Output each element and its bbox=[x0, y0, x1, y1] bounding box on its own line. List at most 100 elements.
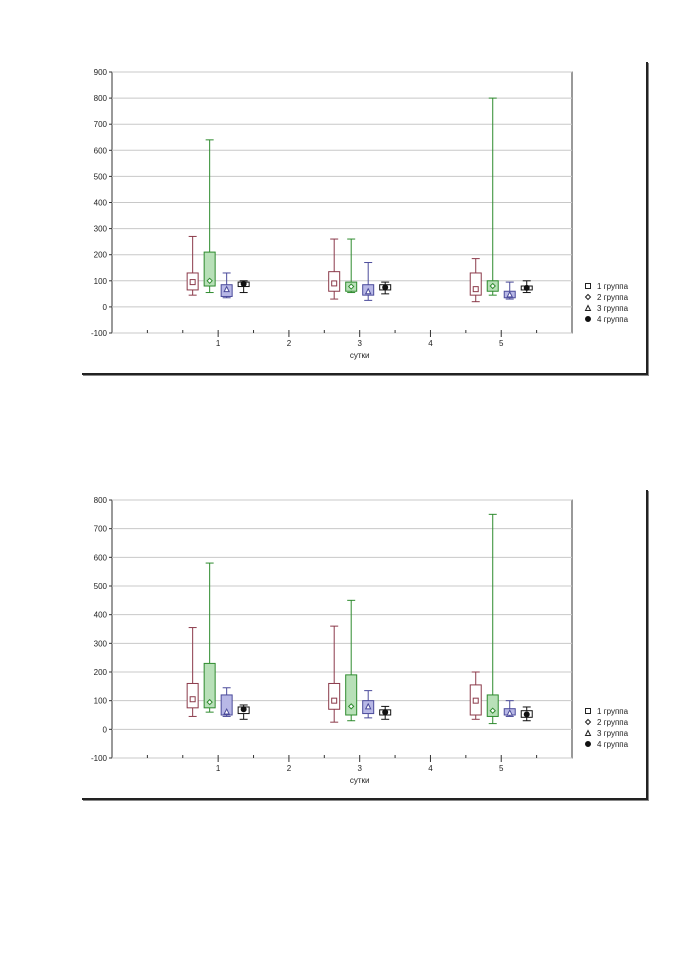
chart-2-x-tick-label: 1 bbox=[216, 764, 221, 773]
median-marker-square bbox=[189, 696, 196, 703]
chart-1-box-1-x5 bbox=[469, 258, 482, 303]
chart-2-box-4-x1 bbox=[237, 704, 250, 720]
chart-1-svg: -100 0 100 200 300 400 500 600 700 800 900 1 2 3 4 5 сут… bbox=[91, 68, 629, 360]
legend-label: 2 группа bbox=[597, 718, 629, 727]
median-marker-square bbox=[585, 708, 591, 714]
chart-1-y-tick-label: 0 bbox=[103, 303, 108, 312]
median-marker-circle bbox=[523, 711, 530, 718]
chart-1-box-1-x3 bbox=[328, 238, 341, 300]
chart-2-box-2-x1 bbox=[203, 562, 216, 713]
median-marker-circle bbox=[382, 709, 389, 716]
legend-label: 2 группа bbox=[597, 293, 629, 302]
chart-1-x-tick-label: 3 bbox=[357, 339, 362, 348]
chart-2-y-tick-label: 0 bbox=[103, 725, 108, 734]
median-marker-circle bbox=[240, 280, 247, 287]
median-marker-diamond bbox=[584, 718, 592, 726]
chart-1-box-4-x3 bbox=[379, 281, 392, 295]
chart-1-legend-item-3: 3 группа bbox=[584, 304, 629, 313]
chart-1-y-tick-label: 700 bbox=[94, 120, 108, 129]
median-marker-circle bbox=[382, 284, 389, 291]
chart-2-y-tick-label: 400 bbox=[94, 611, 108, 620]
box-iqr bbox=[469, 272, 482, 296]
chart-2-x-tick-label: 3 bbox=[357, 764, 362, 773]
chart-2-y-tick-label: 100 bbox=[94, 697, 108, 706]
chart-1-x-tick-label: 2 bbox=[287, 339, 292, 348]
chart-1-y-tick-label: 300 bbox=[94, 225, 108, 234]
median-marker-square bbox=[585, 283, 591, 289]
chart-1-legend-item-1: 1 группа bbox=[585, 282, 629, 291]
chart-2-box-1-x5 bbox=[469, 671, 482, 720]
median-marker-diamond bbox=[489, 282, 496, 290]
box-iqr bbox=[220, 694, 233, 716]
median-marker-circle bbox=[585, 741, 591, 747]
chart-2-legend-item-2: 2 группа bbox=[584, 718, 629, 727]
chart-1-y-tick-label: 800 bbox=[94, 94, 108, 103]
chart-2-y-tick-label: 500 bbox=[94, 582, 108, 591]
chart-2-legend-item-4: 4 группа bbox=[585, 740, 629, 749]
chart-1-box-2-x1 bbox=[203, 139, 216, 294]
median-marker-triangle bbox=[506, 709, 514, 716]
chart-1-x-tick-label: 1 bbox=[216, 339, 221, 348]
chart-2-box-2-x3 bbox=[345, 599, 358, 722]
chart-2-y-tick-label: 300 bbox=[94, 639, 108, 648]
chart-2-x-tick-label: 5 bbox=[499, 764, 504, 773]
chart-2-box-4-x5 bbox=[520, 706, 533, 722]
median-marker-square bbox=[472, 697, 479, 704]
box-plot-chart-2: -100 0 100 200 300 400 500 600 700 800 1 2 3 4 5 сутки 1… bbox=[82, 490, 648, 800]
median-marker-diamond bbox=[206, 277, 213, 285]
median-marker-circle bbox=[240, 706, 247, 713]
legend-label: 4 группа bbox=[597, 315, 629, 324]
chart-1-box-2-x3 bbox=[345, 238, 358, 294]
chart-2-box-1-x1 bbox=[186, 627, 199, 717]
chart-1-y-tick-label: 500 bbox=[94, 172, 108, 181]
box-iqr bbox=[345, 674, 358, 716]
chart-1-x-tick-label: 4 bbox=[428, 339, 433, 348]
chart-2-box-1-x3 bbox=[328, 625, 341, 723]
median-marker-triangle bbox=[584, 304, 592, 311]
chart-2-x-tick-label: 4 bbox=[428, 764, 433, 773]
chart-1-y-tick-label: 900 bbox=[94, 68, 108, 77]
chart-1-y-tick-label: -100 bbox=[91, 329, 108, 338]
chart-1-box-3-x1 bbox=[220, 272, 233, 299]
chart-1-y-tick-label: 600 bbox=[94, 146, 108, 155]
legend-label: 3 группа bbox=[597, 729, 629, 738]
chart-1-box-4-x1 bbox=[237, 280, 250, 294]
median-marker-triangle bbox=[364, 702, 372, 710]
median-marker-square bbox=[189, 279, 196, 286]
chart-2-y-tick-label: 700 bbox=[94, 525, 108, 534]
chart-1-x-tick-label: 5 bbox=[499, 339, 504, 348]
chart-2-svg: -100 0 100 200 300 400 500 600 700 800 1 2 3 4 5 сутки 1… bbox=[91, 496, 629, 785]
legend-label: 1 группа bbox=[597, 707, 629, 716]
chart-1-box-2-x5 bbox=[486, 97, 499, 296]
legend-label: 1 группа bbox=[597, 282, 629, 291]
median-marker-diamond bbox=[347, 703, 355, 710]
median-marker-circle bbox=[585, 316, 591, 322]
chart-2-box-4-x3 bbox=[379, 705, 392, 720]
box-iqr bbox=[486, 694, 499, 717]
median-marker-triangle bbox=[506, 290, 514, 298]
chart-2-legend-item-1: 1 группа bbox=[585, 707, 629, 716]
box-iqr bbox=[203, 662, 216, 709]
chart-2-box-3-x1 bbox=[220, 687, 233, 717]
chart-1-box-3-x3 bbox=[362, 262, 375, 301]
chart-2-y-tick-label: -100 bbox=[91, 754, 108, 763]
median-marker-diamond bbox=[489, 707, 496, 714]
chart-2-box-2-x5 bbox=[486, 513, 499, 725]
median-marker-triangle bbox=[223, 707, 230, 715]
chart-1-y-tick-label: 400 bbox=[94, 199, 108, 208]
median-marker-triangle bbox=[223, 285, 230, 293]
chart-1-box-1-x1 bbox=[186, 235, 199, 296]
chart-2-legend-item-3: 3 группа bbox=[584, 729, 629, 738]
chart-2-y-tick-label: 600 bbox=[94, 553, 108, 562]
box-plot-chart-1: -100 0 100 200 300 400 500 600 700 800 900 1 2 3 4 5 сут… bbox=[82, 62, 648, 375]
legend-label: 3 группа bbox=[597, 304, 629, 313]
median-marker-diamond bbox=[206, 698, 213, 706]
chart-2-box-3-x5 bbox=[503, 700, 516, 717]
chart-1-legend-item-4: 4 группа bbox=[585, 315, 629, 324]
chart-2-y-tick-label: 200 bbox=[94, 668, 108, 677]
box-iqr bbox=[203, 251, 216, 287]
chart-1-y-tick-label: 200 bbox=[94, 251, 108, 260]
chart-1-box-3-x5 bbox=[503, 281, 516, 300]
median-marker-diamond bbox=[584, 293, 592, 301]
chart-1-legend-item-2: 2 группа bbox=[584, 293, 629, 302]
